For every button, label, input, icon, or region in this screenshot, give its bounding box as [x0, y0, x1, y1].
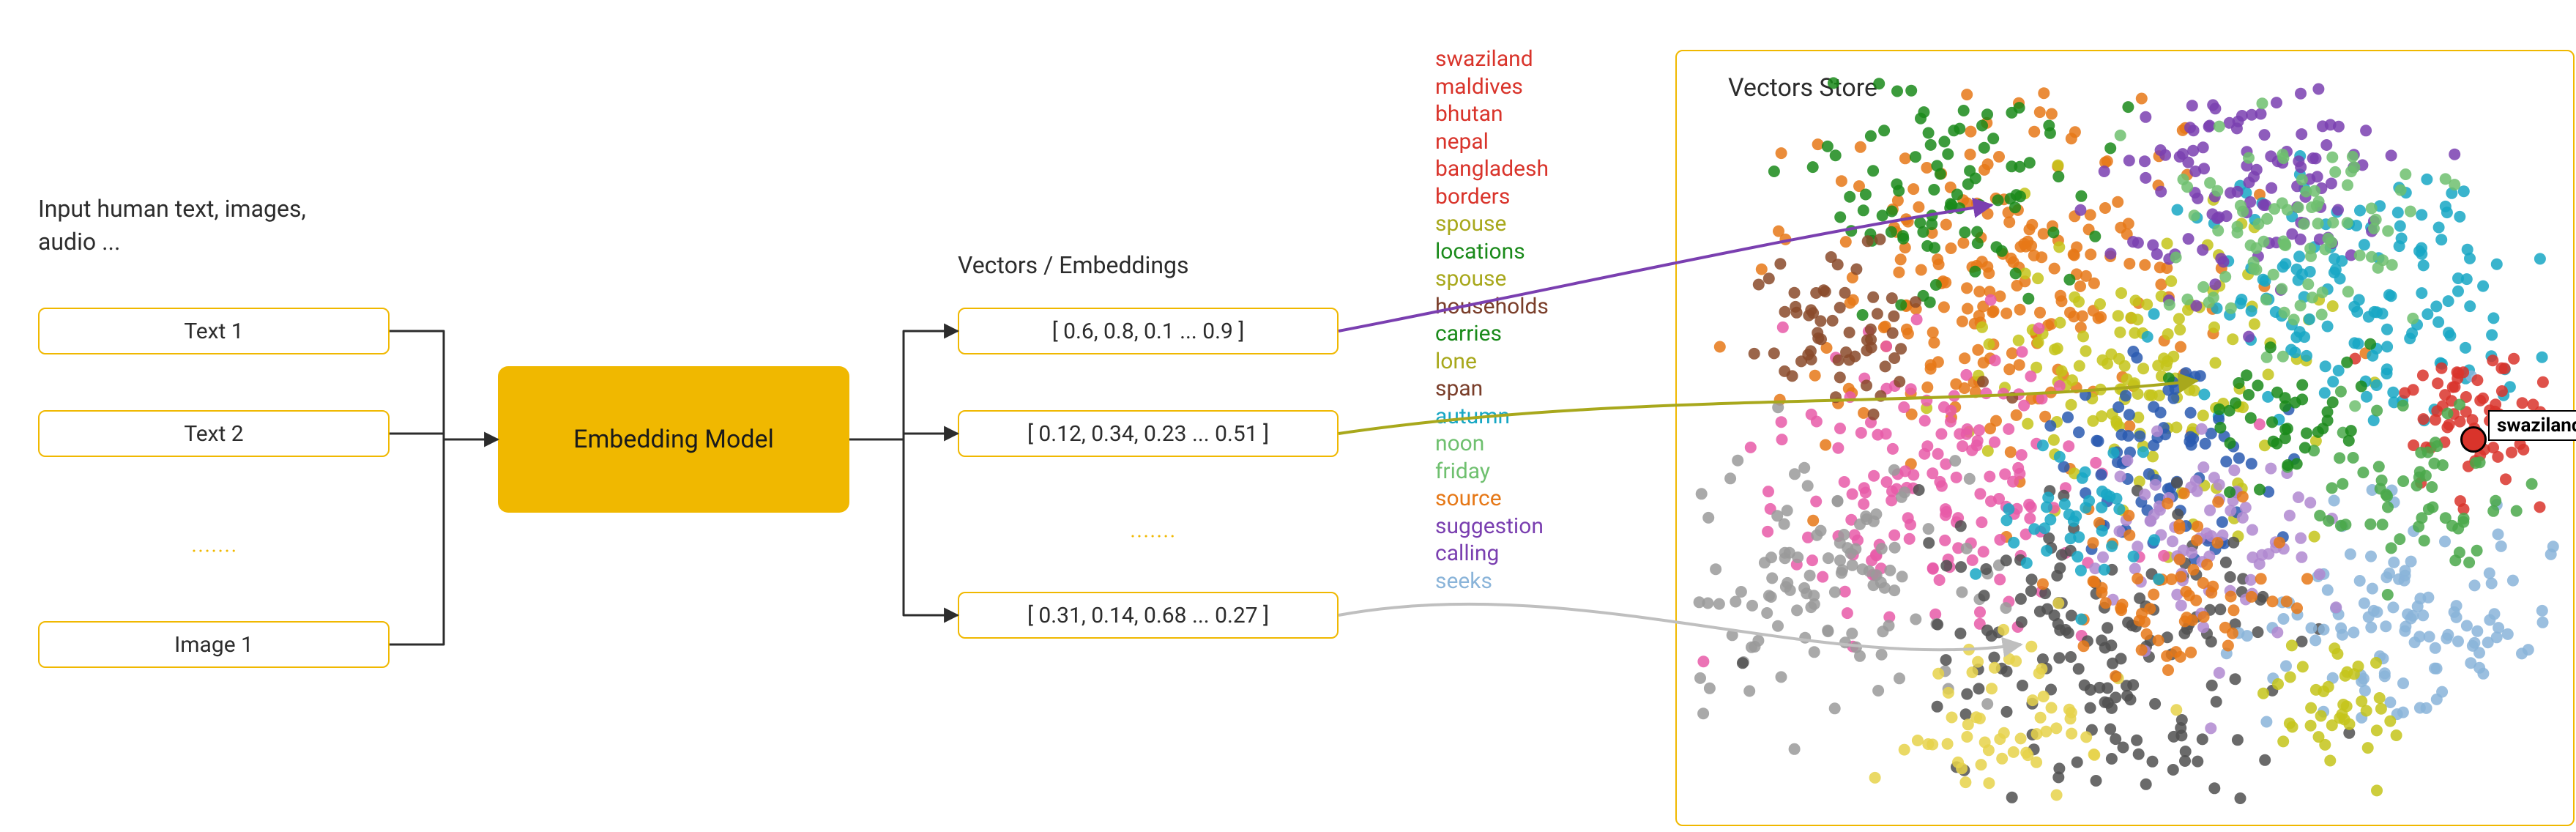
word-item-5: borders: [1435, 183, 1549, 211]
vector-box-0: [ 0.6, 0.8, 0.1 ... 0.9 ]: [958, 308, 1339, 354]
word-item-13: autumn: [1435, 403, 1549, 431]
word-item-19: seeks: [1435, 568, 1549, 595]
word-item-4: bangladesh: [1435, 155, 1549, 183]
highlight-label: swaziland: [2488, 410, 2576, 441]
word-list: swazilandmaldivesbhutannepalbangladeshbo…: [1435, 45, 1549, 595]
word-item-15: friday: [1435, 458, 1549, 486]
highlight-dot: [2460, 426, 2487, 453]
word-item-17: suggestion: [1435, 513, 1549, 541]
word-item-8: spouse: [1435, 265, 1549, 293]
word-item-2: bhutan: [1435, 100, 1549, 128]
word-item-16: source: [1435, 485, 1549, 513]
word-item-11: lone: [1435, 348, 1549, 376]
word-item-0: swaziland: [1435, 45, 1549, 73]
word-item-10: carries: [1435, 320, 1549, 348]
vector-box-1: [ 0.12, 0.34, 0.23 ... 0.51 ]: [958, 410, 1339, 457]
embedding-model-box: Embedding Model: [498, 366, 849, 513]
vectors-ellipsis: ·······: [1131, 527, 1177, 545]
input-box-2: Image 1: [38, 621, 390, 668]
word-item-3: nepal: [1435, 128, 1549, 156]
input-box-0: Text 1: [38, 308, 390, 354]
inputs-ellipsis: ·······: [192, 542, 238, 560]
word-item-18: calling: [1435, 540, 1549, 568]
word-item-9: households: [1435, 293, 1549, 321]
vectors-heading: Vectors / Embeddings: [958, 249, 1188, 282]
word-item-1: maldives: [1435, 73, 1549, 101]
scatter-plot: [1690, 73, 2561, 806]
input-box-1: Text 2: [38, 410, 390, 457]
embedding-model-label: Embedding Model: [573, 425, 774, 454]
vector-box-2: [ 0.31, 0.14, 0.68 ... 0.27 ]: [958, 592, 1339, 639]
word-item-7: locations: [1435, 238, 1549, 266]
input-heading: Input human text, images, audio ...: [38, 193, 306, 259]
word-item-14: noon: [1435, 430, 1549, 458]
word-item-6: spouse: [1435, 210, 1549, 238]
word-item-12: span: [1435, 375, 1549, 403]
